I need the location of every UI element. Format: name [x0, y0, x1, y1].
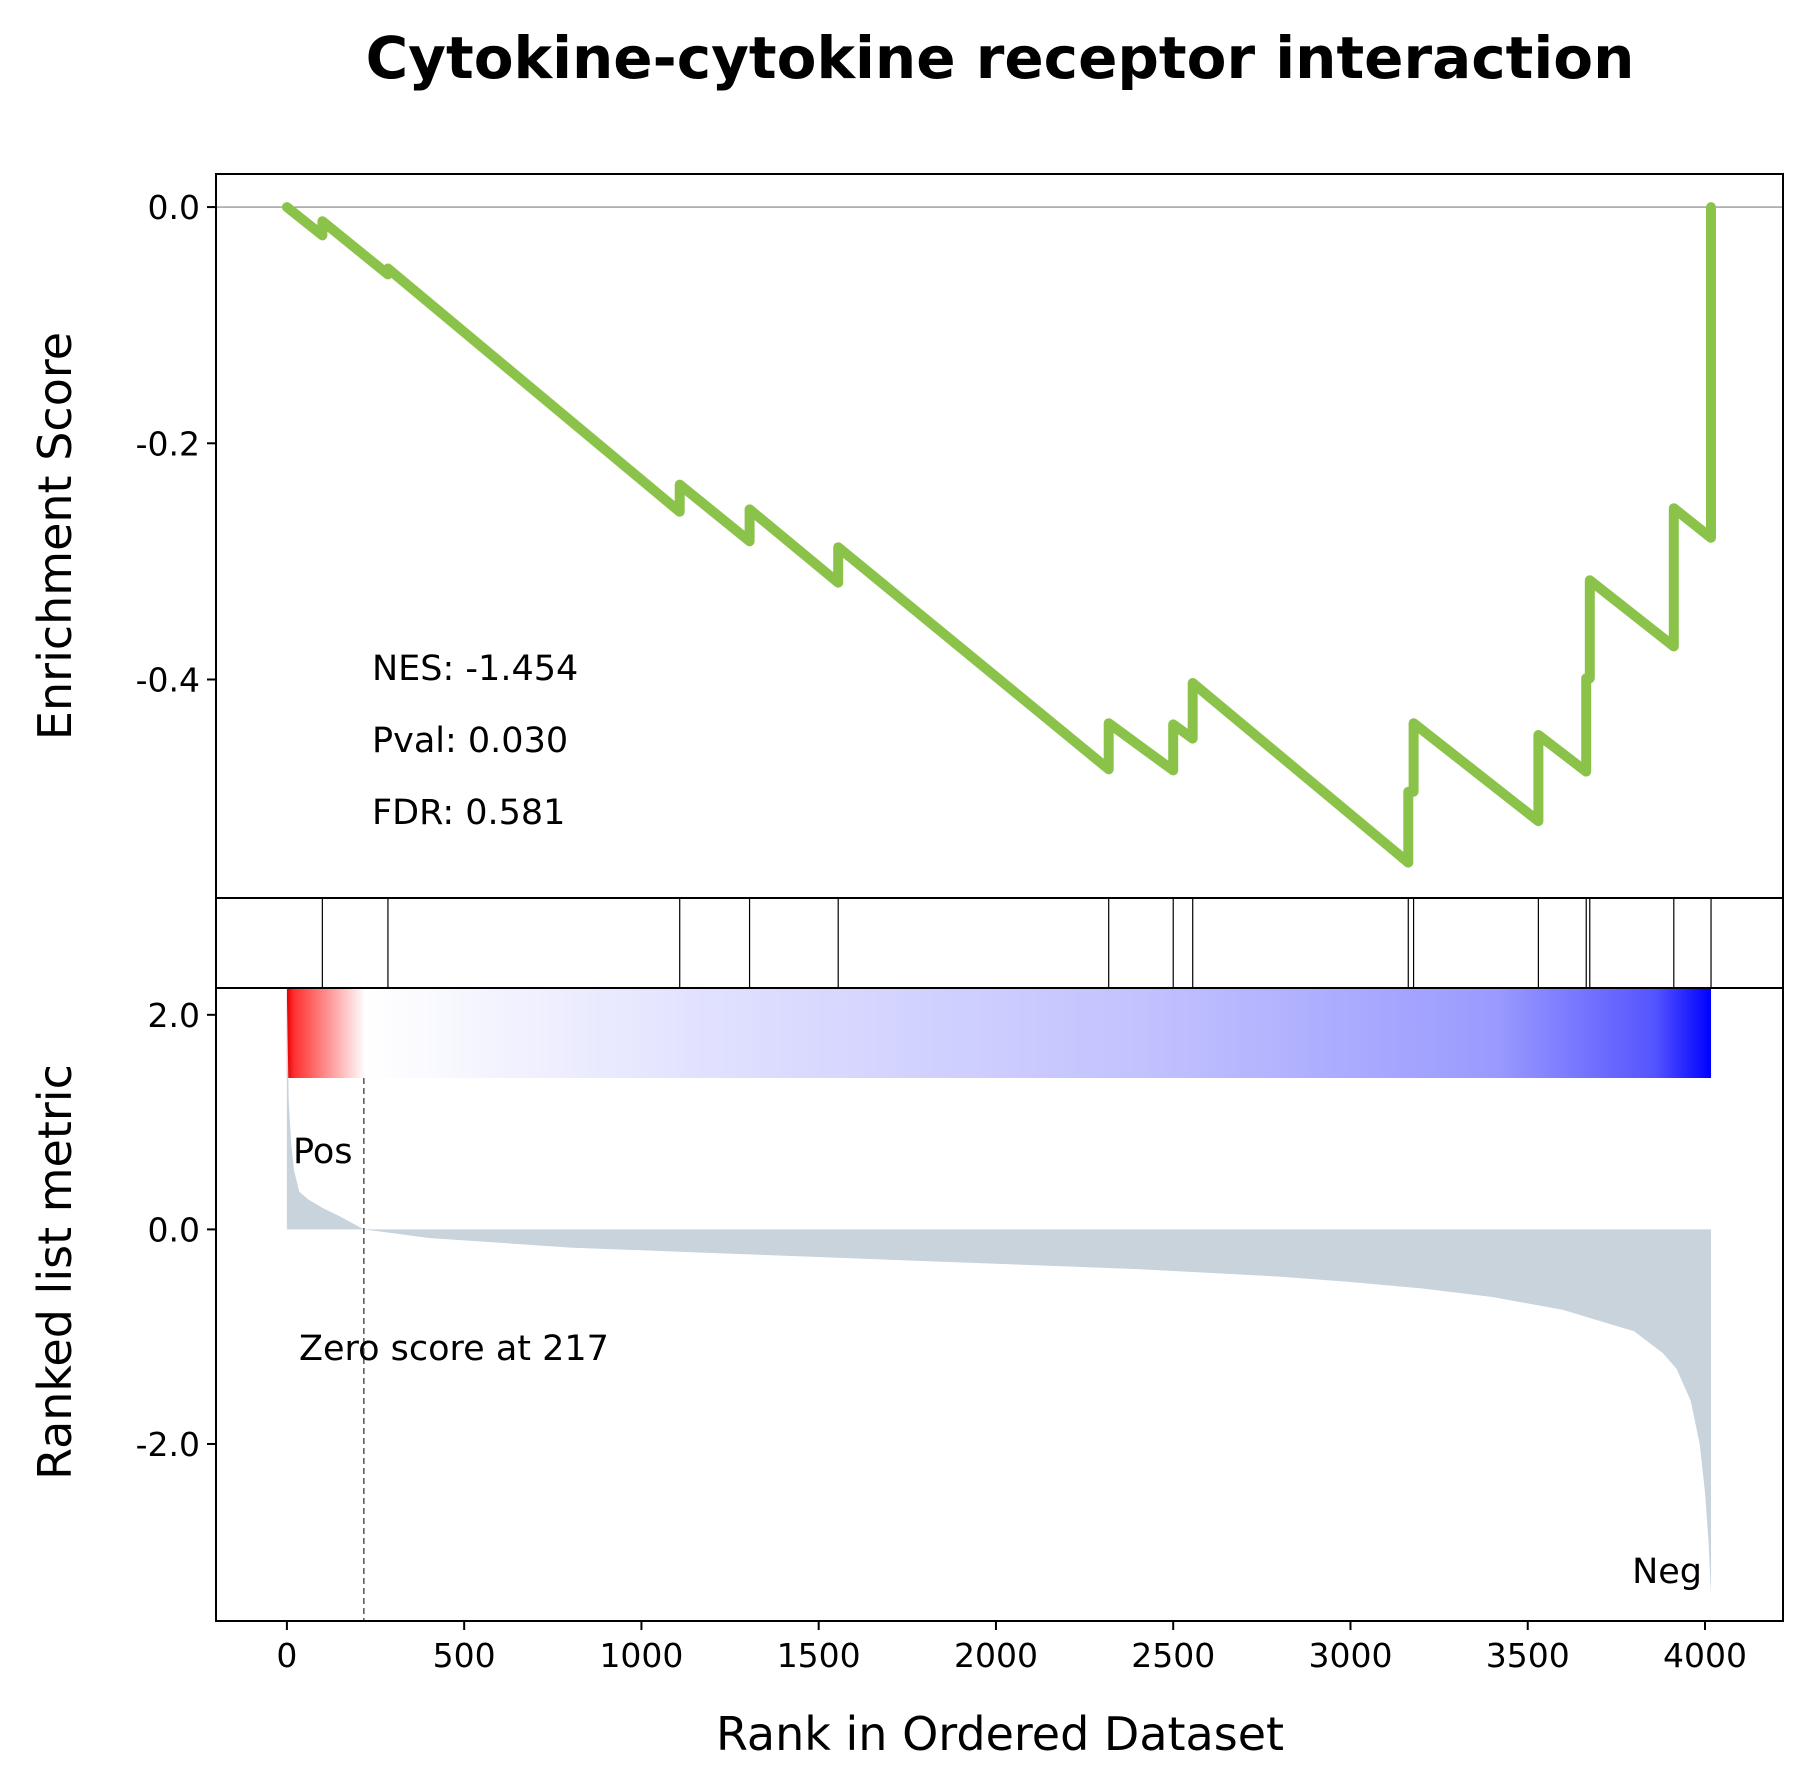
metric-panel-frame	[215, 987, 1784, 1622]
es-panel-frame	[215, 173, 1784, 899]
es-tick-label: -0.4	[136, 661, 200, 700]
pval-stat: Pval: 0.030	[372, 721, 568, 761]
metric-panel: Zero score at 217 Pos Neg 2.0 0.0 -2.0 0 50…	[136, 987, 1784, 1675]
hits-panel-frame	[215, 897, 1784, 989]
x-tick-label: 1500	[777, 1636, 861, 1675]
es-tick-label: 0.0	[148, 188, 200, 227]
zero-score-label: Zero score at 217	[299, 1329, 609, 1369]
chart-title: Cytokine-cytokine receptor interaction	[366, 24, 1635, 92]
neg-label: Neg	[1632, 1552, 1702, 1592]
x-tick-label: 1000	[599, 1636, 683, 1675]
x-tick-label: 2500	[1131, 1636, 1215, 1675]
x-tick-label: 0	[276, 1636, 297, 1675]
es-tick-label: -0.2	[136, 424, 200, 463]
x-axis-title: Rank in Ordered Dataset	[716, 1707, 1284, 1761]
x-tick-label: 3000	[1308, 1636, 1392, 1675]
metric-tick-label: 2.0	[148, 996, 200, 1035]
fdr-stat: FDR: 0.581	[372, 793, 565, 833]
nes-stat: NES: -1.454	[372, 649, 578, 689]
es-panel: 0.0 -0.2 -0.4 NES: -1.454 Pval: 0.030 FDR:…	[136, 173, 1784, 899]
pos-label: Pos	[293, 1132, 353, 1172]
metric-tick-label: -2.0	[136, 1425, 200, 1464]
x-tick-label: 3500	[1486, 1636, 1570, 1675]
metric-tick-label: 0.0	[148, 1210, 200, 1249]
es-axis-title: Enrichment Score	[28, 332, 82, 740]
hits-panel	[215, 897, 1784, 989]
es-curve	[281, 202, 1716, 868]
x-tick-label: 500	[433, 1636, 496, 1675]
x-tick-label: 4000	[1663, 1636, 1747, 1675]
metric-fill	[286, 993, 1711, 1595]
x-tick-label: 2000	[954, 1636, 1038, 1675]
rank-colorbar	[286, 988, 1712, 1078]
metric-axis-title: Ranked list metric	[28, 1064, 82, 1480]
